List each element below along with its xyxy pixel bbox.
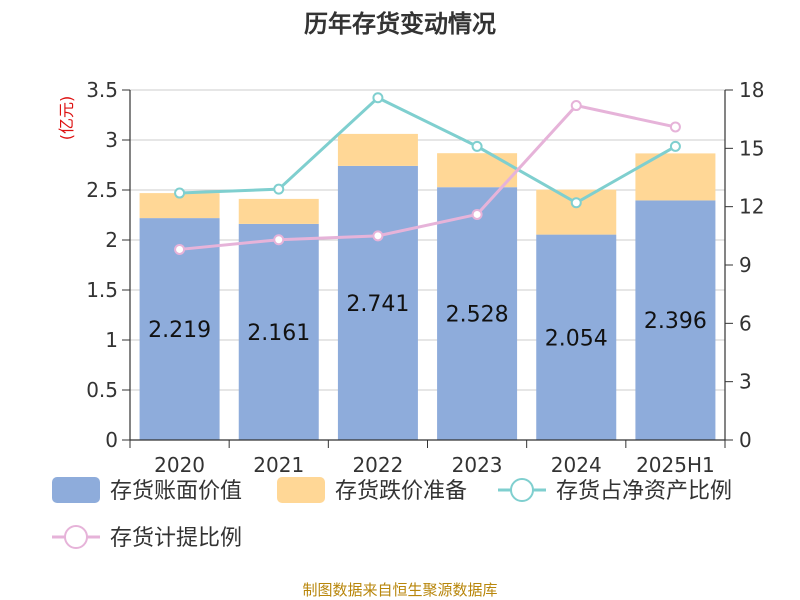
series-provision-ratio-point (669, 121, 681, 133)
legend-item-provision-ratio-label: 存货计提比例 (110, 526, 242, 551)
series-ratio-net-assets-point (669, 140, 681, 152)
x-axis-tick-label: 2025H1 (636, 453, 715, 477)
legend-item-provision-label: 存货跌价准备 (335, 479, 467, 504)
bar-provision (238, 198, 319, 224)
left-axis-tick-label: 1.5 (86, 278, 118, 302)
legend-item-book-value-swatch (52, 477, 100, 503)
bar-book-value (238, 223, 319, 440)
right-axis-tick-label: 3 (739, 370, 752, 394)
series-ratio-net-assets-point (570, 197, 582, 209)
right-axis-tick-label: 9 (739, 253, 752, 277)
bar-book-value (139, 218, 220, 440)
legend-item-book-value-label: 存货账面价值 (110, 479, 242, 504)
bar-book-value (437, 187, 518, 440)
legend-item-book-value: 存货账面价值 (52, 477, 242, 504)
series-provision-ratio-point (372, 230, 384, 242)
legend-item-provision: 存货跌价准备 (277, 477, 467, 504)
legend-item-provision-ratio-swatch-marker (64, 525, 88, 549)
source-footer: 制图数据来自恒生聚源数据库 (302, 581, 497, 599)
series-provision-ratio-point (570, 100, 582, 112)
right-axis-tick-label: 15 (739, 136, 764, 160)
chart-title: 历年存货变动情况 (304, 10, 496, 38)
right-axis-tick-label: 12 (739, 195, 764, 219)
left-axis-tick-label: 0 (105, 428, 118, 452)
x-axis-tick-label: 2023 (452, 453, 503, 477)
series-provision-ratio-point (471, 208, 483, 220)
bar-book-value (337, 165, 418, 440)
legend-item-ratio-net-assets-swatch-marker (510, 478, 534, 502)
bar-value-label: 2.161 (247, 321, 310, 346)
left-axis-tick-label: 1 (105, 328, 118, 352)
left-axis-tick-label: 2 (105, 228, 118, 252)
bar-provision (635, 153, 716, 201)
bar-book-value (635, 200, 716, 440)
left-axis-tick-label: 0.5 (86, 378, 118, 402)
left-axis-tick-label: 3.5 (86, 78, 118, 102)
left-axis-tick-label: 3 (105, 128, 118, 152)
left-axis-unit: (亿元) (57, 96, 76, 141)
series-ratio-net-assets-line (179, 95, 677, 205)
x-axis-tick-label: 2024 (551, 453, 602, 477)
bar-value-label: 2.396 (644, 309, 707, 334)
line-layer (174, 92, 681, 255)
bar-provision (337, 133, 418, 166)
bar-value-label: 2.741 (346, 292, 409, 317)
bar-book-value (536, 234, 617, 440)
right-axis-tick-label: 6 (739, 311, 752, 335)
left-axis-tick-label: 2.5 (86, 178, 118, 202)
series-ratio-net-assets-point (471, 140, 483, 152)
bar-provision (536, 189, 617, 235)
bar-value-label: 2.219 (148, 318, 211, 343)
series-provision-ratio-line (179, 103, 676, 251)
right-axis-tick-label: 0 (739, 428, 752, 452)
bar-provision (437, 153, 518, 188)
legend-item-provision-swatch (277, 477, 325, 503)
bar-value-label: 2.528 (446, 303, 509, 328)
series-ratio-net-assets-point (372, 92, 384, 104)
x-axis-tick-label: 2021 (253, 453, 304, 477)
series-provision-ratio-point (174, 243, 186, 255)
x-axis-tick-label: 2022 (352, 453, 403, 477)
x-axis-tick-label: 2020 (154, 453, 205, 477)
series-ratio-net-assets-point (174, 187, 186, 199)
legend-item-ratio-net-assets-label: 存货占净资产比例 (556, 479, 732, 504)
bar-layer: 2.219 2.161 2.741 2.528 2.054 2.396 (139, 133, 716, 440)
axes-layer: 0 0.5 1 1.5 2 2.5 3 3.5 0 3 6 9 12 15 18 2020 2021 2022 20… (86, 78, 764, 477)
series-provision-ratio-point (273, 234, 285, 246)
bar-value-label: 2.054 (545, 326, 608, 351)
legend-item-provision-ratio: 存货计提比例 (52, 525, 242, 551)
legend-item-ratio-net-assets: 存货占净资产比例 (498, 478, 732, 504)
right-axis-tick-label: 18 (739, 78, 764, 102)
series-ratio-net-assets-point (273, 183, 285, 195)
